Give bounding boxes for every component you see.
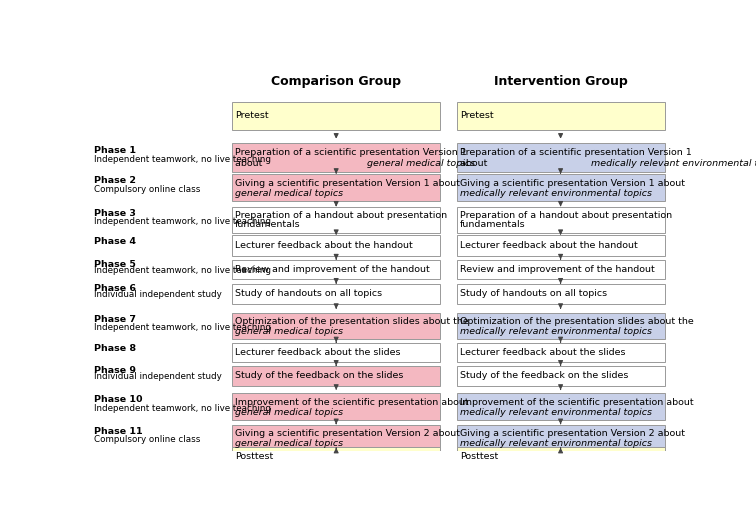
Text: Phase 4: Phase 4: [94, 237, 137, 246]
Bar: [232, 284, 440, 304]
Text: about: about: [460, 159, 490, 168]
Bar: [457, 143, 665, 172]
Text: Optimization of the presentation slides about the: Optimization of the presentation slides …: [235, 317, 469, 326]
Bar: [457, 174, 665, 201]
Text: Phase 5: Phase 5: [94, 260, 136, 269]
Text: Lecturer feedback about the slides: Lecturer feedback about the slides: [460, 348, 625, 357]
Bar: [232, 174, 440, 201]
Text: Improvement of the scientific presentation about: Improvement of the scientific presentati…: [460, 397, 693, 407]
Text: medically relevant environmental topics: medically relevant environmental topics: [591, 159, 756, 168]
Text: Compulsory online class: Compulsory online class: [94, 436, 201, 445]
Bar: [457, 284, 665, 304]
Text: Improvement of the scientific presentation about: Improvement of the scientific presentati…: [235, 397, 469, 407]
Text: Phase 11: Phase 11: [94, 427, 143, 436]
Text: general medical topics: general medical topics: [235, 189, 343, 198]
Bar: [457, 102, 665, 130]
Text: Individual independent study: Individual independent study: [94, 372, 222, 381]
Bar: [232, 207, 440, 233]
Bar: [457, 425, 665, 451]
Text: Giving a scientific presentation Version 2 about: Giving a scientific presentation Version…: [235, 429, 460, 438]
Text: about: about: [235, 159, 265, 168]
Text: medically relevant environmental topics: medically relevant environmental topics: [460, 408, 652, 417]
Text: Comparison Group: Comparison Group: [271, 75, 401, 88]
Text: Intervention Group: Intervention Group: [494, 75, 627, 88]
Text: Study of handouts on all topics: Study of handouts on all topics: [460, 289, 607, 299]
Text: Lecturer feedback about the handout: Lecturer feedback about the handout: [235, 241, 413, 250]
Text: general medical topics: general medical topics: [235, 439, 343, 448]
Text: Independent teamwork, no live teaching: Independent teamwork, no live teaching: [94, 404, 271, 413]
Bar: [457, 313, 665, 339]
Text: fundamentals: fundamentals: [235, 221, 301, 230]
Text: Study of the feedback on the slides: Study of the feedback on the slides: [460, 372, 628, 380]
Text: fundamentals: fundamentals: [460, 221, 525, 230]
Bar: [232, 102, 440, 130]
Text: Phase 7: Phase 7: [94, 315, 137, 323]
Text: Posttest: Posttest: [460, 452, 498, 461]
Text: Phase 2: Phase 2: [94, 176, 137, 186]
Bar: [232, 447, 440, 466]
Text: general medical topics: general medical topics: [235, 327, 343, 336]
Text: Independent teamwork, no live teaching: Independent teamwork, no live teaching: [94, 266, 271, 275]
Bar: [232, 425, 440, 451]
Text: Study of handouts on all topics: Study of handouts on all topics: [235, 289, 383, 299]
Text: Study of the feedback on the slides: Study of the feedback on the slides: [235, 372, 404, 380]
Text: Independent teamwork, no live teaching: Independent teamwork, no live teaching: [94, 156, 271, 164]
Bar: [457, 343, 665, 362]
Text: Giving a scientific presentation Version 2 about: Giving a scientific presentation Version…: [460, 429, 685, 438]
Bar: [457, 366, 665, 386]
Text: Lecturer feedback about the slides: Lecturer feedback about the slides: [235, 348, 401, 357]
Text: Giving a scientific presentation Version 1 about: Giving a scientific presentation Version…: [460, 178, 685, 188]
Text: Preparation of a scientific presentation Version 1: Preparation of a scientific presentation…: [235, 148, 467, 157]
Text: medically relevant environmental topics: medically relevant environmental topics: [460, 439, 652, 448]
Text: Phase 10: Phase 10: [94, 395, 143, 405]
Bar: [457, 447, 665, 466]
Text: Lecturer feedback about the handout: Lecturer feedback about the handout: [460, 241, 637, 250]
Text: Phase 3: Phase 3: [94, 209, 136, 218]
Bar: [232, 313, 440, 339]
Bar: [232, 343, 440, 362]
Text: Preparation of a handout about presentation: Preparation of a handout about presentat…: [460, 211, 672, 220]
Text: medically relevant environmental topics: medically relevant environmental topics: [460, 189, 652, 198]
Text: Phase 9: Phase 9: [94, 366, 137, 375]
Text: Phase 6: Phase 6: [94, 284, 137, 293]
Text: Independent teamwork, no live teaching: Independent teamwork, no live teaching: [94, 323, 271, 333]
Bar: [232, 366, 440, 386]
Text: Posttest: Posttest: [235, 452, 274, 461]
Bar: [232, 260, 440, 279]
Text: Compulsory online class: Compulsory online class: [94, 186, 201, 194]
Text: Phase 1: Phase 1: [94, 146, 137, 155]
Text: Pretest: Pretest: [460, 112, 494, 120]
Text: medically relevant environmental topics: medically relevant environmental topics: [460, 327, 652, 336]
Text: Preparation of a handout about presentation: Preparation of a handout about presentat…: [235, 211, 448, 220]
Bar: [457, 260, 665, 279]
Text: Review and improvement of the handout: Review and improvement of the handout: [235, 265, 430, 274]
Text: Review and improvement of the handout: Review and improvement of the handout: [460, 265, 655, 274]
Text: general medical topics: general medical topics: [235, 408, 343, 417]
Text: Optimization of the presentation slides about the: Optimization of the presentation slides …: [460, 317, 693, 326]
Bar: [232, 393, 440, 420]
Text: Pretest: Pretest: [235, 112, 269, 120]
Text: Preparation of a scientific presentation Version 1: Preparation of a scientific presentation…: [460, 148, 692, 157]
Text: Giving a scientific presentation Version 1 about: Giving a scientific presentation Version…: [235, 178, 460, 188]
Bar: [457, 207, 665, 233]
Text: Independent teamwork, no live teaching: Independent teamwork, no live teaching: [94, 218, 271, 226]
Bar: [232, 143, 440, 172]
Text: Individual independent study: Individual independent study: [94, 291, 222, 299]
Text: general medical topics: general medical topics: [367, 159, 475, 168]
Bar: [457, 235, 665, 256]
Text: Phase 8: Phase 8: [94, 344, 137, 353]
Bar: [457, 393, 665, 420]
Bar: [232, 235, 440, 256]
